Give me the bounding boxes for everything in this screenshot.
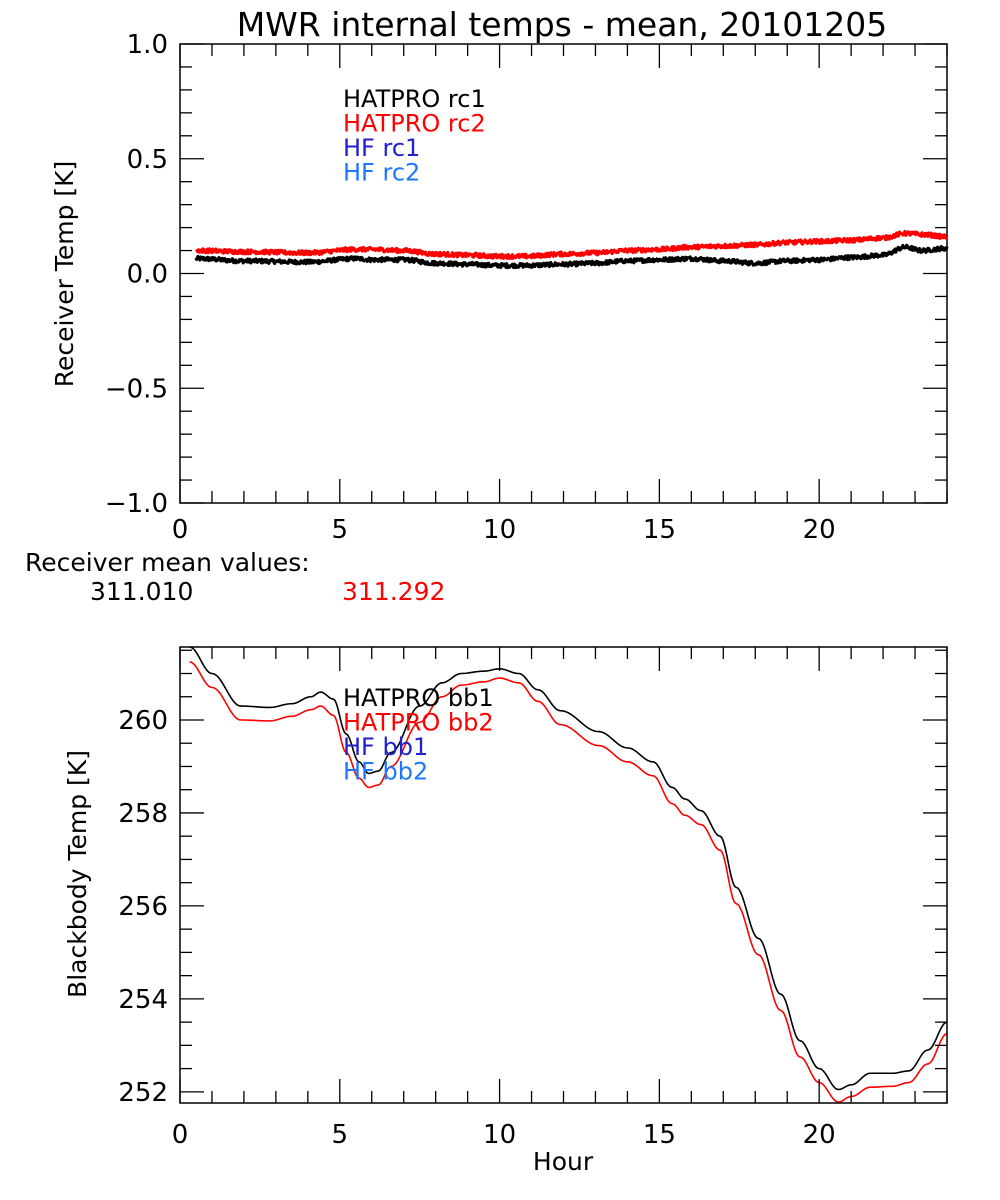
x-tick-label: 20 xyxy=(803,515,836,545)
x-tick-label: 5 xyxy=(332,515,349,545)
x-tick-label: 15 xyxy=(643,515,676,545)
legend-entry-hf-bb2: HF bb2 xyxy=(343,758,428,786)
blackbody-x-ticks xyxy=(179,647,948,1103)
x-tick-label: 5 xyxy=(332,1120,349,1150)
receiver-x-ticks xyxy=(179,44,948,503)
legend-entry-hatpro-bb1: HATPRO bb1 xyxy=(343,684,494,712)
y-tick-label: −0.5 xyxy=(105,374,168,404)
x-tick-label: 0 xyxy=(172,1120,189,1150)
receiver-y-axis-label: Receiver Temp [K] xyxy=(50,161,79,388)
receiver-y-tick-labels: −1.0 −0.5 0.0 0.5 1.0 xyxy=(105,30,168,519)
receiver-temp-panel: 0 5 10 15 20 −1.0 −0.5 0.0 0.5 1.0 Receiver Temp… xyxy=(50,30,949,545)
y-tick-label: 260 xyxy=(118,706,168,736)
y-tick-label: 256 xyxy=(118,892,168,922)
blackbody-y-axis-label: Blackbody Temp [K] xyxy=(63,750,92,998)
y-tick-label: 252 xyxy=(118,1078,168,1108)
y-tick-label: −1.0 xyxy=(105,489,168,519)
receiver-series-hatpro-rc1 xyxy=(194,243,949,270)
legend-entry-hatpro-rc2: HATPRO rc2 xyxy=(343,110,486,138)
receiver-x-tick-labels: 0 5 10 15 20 xyxy=(172,515,836,545)
receiver-mean-rc1: 311.010 xyxy=(90,577,193,606)
legend-entry-hatpro-rc1: HATPRO rc1 xyxy=(343,85,486,113)
legend-entry-hf-rc1: HF rc1 xyxy=(343,134,420,162)
receiver-mean-label: Receiver mean values: xyxy=(25,548,310,577)
y-tick-label: 254 xyxy=(118,985,168,1015)
x-tick-label: 15 xyxy=(643,1120,676,1150)
y-tick-label: 0.5 xyxy=(127,145,168,175)
y-tick-label: 1.0 xyxy=(127,30,168,60)
receiver-series-hatpro-rc2 xyxy=(195,229,948,260)
x-tick-label: 20 xyxy=(803,1120,836,1150)
legend-entry-hatpro-bb2: HATPRO bb2 xyxy=(343,709,494,737)
blackbody-series-hatpro-bb1 xyxy=(189,646,948,1091)
receiver-plot-frame xyxy=(179,43,948,504)
y-tick-label: 0.0 xyxy=(127,260,168,290)
x-tick-label: 0 xyxy=(172,515,189,545)
y-tick-label: 258 xyxy=(118,799,168,829)
legend-entry-hf-bb1: HF bb1 xyxy=(343,733,428,761)
receiver-series xyxy=(194,229,949,270)
blackbody-series xyxy=(189,646,948,1103)
legend-entry-hf-rc2: HF rc2 xyxy=(343,159,420,187)
receiver-mean-rc2: 311.292 xyxy=(342,577,445,606)
x-tick-label: 10 xyxy=(483,515,516,545)
chart-title: MWR internal temps - mean, 20101205 xyxy=(237,5,888,44)
blackbody-x-axis-label: Hour xyxy=(533,1147,594,1176)
receiver-y-ticks xyxy=(180,43,947,504)
blackbody-y-tick-labels: 252 254 256 258 260 xyxy=(118,706,168,1108)
blackbody-x-tick-labels: 0 5 10 15 20 xyxy=(172,1120,836,1150)
blackbody-series-hatpro-bb2 xyxy=(189,661,948,1103)
x-tick-label: 10 xyxy=(483,1120,516,1150)
blackbody-y-ticks xyxy=(180,649,947,1093)
